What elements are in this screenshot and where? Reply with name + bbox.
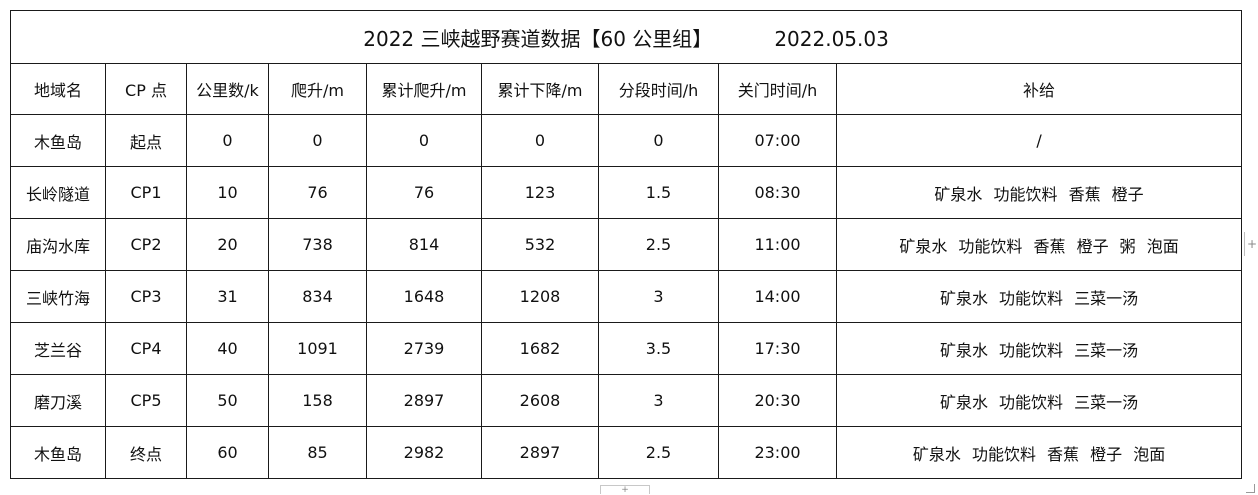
table-cell[interactable]: 50: [186, 374, 269, 427]
table-cell[interactable]: 0: [268, 114, 367, 167]
table-cell[interactable]: 1208: [481, 270, 599, 323]
table-cell[interactable]: 2.5: [598, 426, 719, 479]
table-cell[interactable]: 磨刀溪: [10, 374, 106, 427]
table-cell[interactable]: 23:00: [718, 426, 837, 479]
header-row: 地域名 CP 点 公里数/k 爬升/m 累计爬升/m 累计下降/m 分段时间/h…: [10, 63, 1243, 115]
table-title-cell[interactable]: 2022 三峡越野赛道数据【60 公里组】 2022.05.03: [9, 10, 1243, 64]
table-cell[interactable]: 1091: [268, 322, 367, 375]
table-cell[interactable]: 814: [366, 218, 482, 271]
table-cell[interactable]: 20: [186, 218, 269, 271]
table-title: 2022 三峡越野赛道数据【60 公里组】: [363, 26, 713, 51]
table-row: 木鱼岛 终点 60 85 2982 2897 2.5 23:00 矿泉水 功能饮…: [10, 426, 1243, 479]
table-cell[interactable]: 2608: [481, 374, 599, 427]
table-cell[interactable]: 834: [268, 270, 367, 323]
table-cell[interactable]: CP2: [105, 218, 187, 271]
table-cell[interactable]: 2897: [366, 374, 482, 427]
table-cell[interactable]: 木鱼岛: [10, 426, 106, 479]
table-cell[interactable]: /: [835, 114, 1243, 167]
table-cell[interactable]: 起点: [105, 114, 187, 167]
table-cell[interactable]: 31: [186, 270, 269, 323]
table-cell[interactable]: 矿泉水 功能饮料 三菜一汤: [835, 270, 1243, 323]
table-cell[interactable]: 0: [186, 114, 269, 167]
table-cell[interactable]: 0: [481, 114, 599, 167]
table-cell[interactable]: 矿泉水 功能饮料 香蕉 橙子 粥 泡面: [835, 218, 1243, 271]
table-row: 木鱼岛 起点 0 0 0 0 0 07:00 /: [10, 114, 1243, 167]
table-cell[interactable]: 07:00: [718, 114, 837, 167]
table-cell[interactable]: 2897: [481, 426, 599, 479]
header-cell[interactable]: 累计爬升/m: [366, 63, 482, 115]
table-cell[interactable]: 17:30: [718, 322, 837, 375]
table-cell[interactable]: 2.5: [598, 218, 719, 271]
table-cell[interactable]: 20:30: [718, 374, 837, 427]
table-cell[interactable]: 矿泉水 功能饮料 香蕉 橙子 泡面: [835, 426, 1243, 479]
table-cell[interactable]: 矿泉水 功能饮料 三菜一汤: [835, 374, 1243, 427]
add-column-handle[interactable]: +: [1244, 232, 1257, 256]
table-cell[interactable]: 76: [366, 166, 482, 219]
table-cell[interactable]: 长岭隧道: [10, 166, 106, 219]
table-cell[interactable]: 木鱼岛: [10, 114, 106, 167]
table-cell[interactable]: 终点: [105, 426, 187, 479]
header-cell[interactable]: 分段时间/h: [598, 63, 719, 115]
table-cell[interactable]: CP1: [105, 166, 187, 219]
table-cell[interactable]: 3.5: [598, 322, 719, 375]
resize-handle-icon[interactable]: [1246, 484, 1255, 493]
table-row: 三峡竹海 CP3 31 834 1648 1208 3 14:00 矿泉水 功能…: [10, 270, 1243, 323]
table-cell[interactable]: 1682: [481, 322, 599, 375]
table-cell[interactable]: 矿泉水 功能饮料 香蕉 橙子: [835, 166, 1243, 219]
header-cell[interactable]: 地域名: [10, 63, 106, 115]
table-row: 长岭隧道 CP1 10 76 76 123 1.5 08:30 矿泉水 功能饮料…: [10, 166, 1243, 219]
table-row: 磨刀溪 CP5 50 158 2897 2608 3 20:30 矿泉水 功能饮…: [10, 374, 1243, 427]
header-cell[interactable]: 补给: [835, 63, 1243, 115]
table-cell[interactable]: CP4: [105, 322, 187, 375]
table-cell[interactable]: 60: [186, 426, 269, 479]
header-cell[interactable]: CP 点: [105, 63, 187, 115]
table-cell[interactable]: 矿泉水 功能饮料 三菜一汤: [835, 322, 1243, 375]
race-data-table: 2022 三峡越野赛道数据【60 公里组】 2022.05.03 地域名 CP 点…: [9, 10, 1243, 479]
table-cell[interactable]: 2739: [366, 322, 482, 375]
table-cell[interactable]: 芝兰谷: [10, 322, 106, 375]
table-cell[interactable]: 庙沟水库: [10, 218, 106, 271]
table-cell[interactable]: 123: [481, 166, 599, 219]
table-cell[interactable]: 2982: [366, 426, 482, 479]
table-cell[interactable]: CP3: [105, 270, 187, 323]
table-row: 庙沟水库 CP2 20 738 814 532 2.5 11:00 矿泉水 功能…: [10, 218, 1243, 271]
table-cell[interactable]: CP5: [105, 374, 187, 427]
header-cell[interactable]: 关门时间/h: [718, 63, 837, 115]
table-cell[interactable]: 1648: [366, 270, 482, 323]
table-cell[interactable]: 14:00: [718, 270, 837, 323]
table-date: 2022.05.03: [774, 26, 889, 51]
header-cell[interactable]: 公里数/k: [186, 63, 269, 115]
table-cell[interactable]: 10: [186, 166, 269, 219]
title-row: 2022 三峡越野赛道数据【60 公里组】 2022.05.03: [9, 10, 1243, 64]
header-cell[interactable]: 累计下降/m: [481, 63, 599, 115]
table-cell[interactable]: 738: [268, 218, 367, 271]
table-cell[interactable]: 3: [598, 270, 719, 323]
table-cell[interactable]: 0: [598, 114, 719, 167]
table-cell[interactable]: 1.5: [598, 166, 719, 219]
header-cell[interactable]: 爬升/m: [268, 63, 367, 115]
table-cell[interactable]: 76: [268, 166, 367, 219]
table-cell[interactable]: 08:30: [718, 166, 837, 219]
table-cell[interactable]: 三峡竹海: [10, 270, 106, 323]
table-cell[interactable]: 532: [481, 218, 599, 271]
table-cell[interactable]: 0: [366, 114, 482, 167]
add-row-handle[interactable]: +: [600, 485, 650, 495]
table-cell[interactable]: 40: [186, 322, 269, 375]
table-cell[interactable]: 11:00: [718, 218, 837, 271]
table-cell[interactable]: 85: [268, 426, 367, 479]
table-cell[interactable]: 3: [598, 374, 719, 427]
table-row: 芝兰谷 CP4 40 1091 2739 1682 3.5 17:30 矿泉水 …: [10, 322, 1243, 375]
table-cell[interactable]: 158: [268, 374, 367, 427]
